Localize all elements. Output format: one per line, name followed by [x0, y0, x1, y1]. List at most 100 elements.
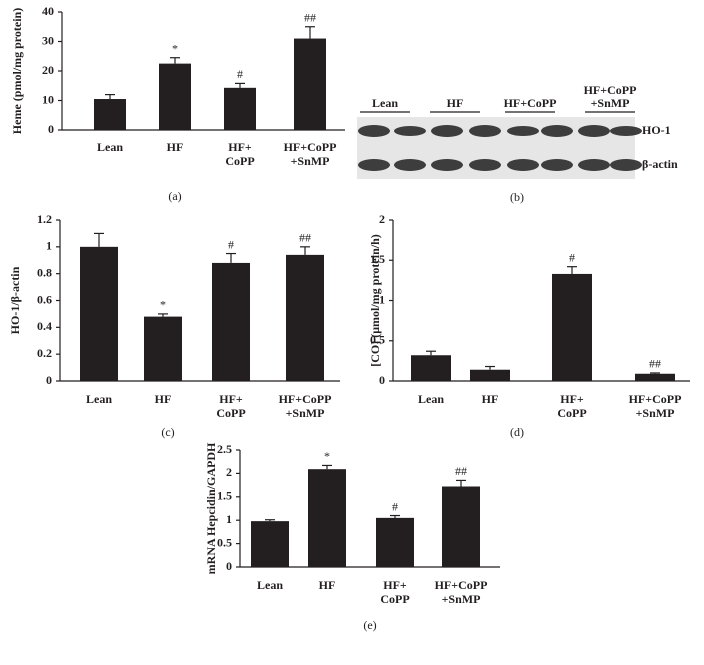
significance-label: *	[160, 298, 166, 312]
bar	[552, 273, 592, 381]
panel-label: (d)	[510, 425, 524, 439]
significance-label: ##	[304, 11, 316, 25]
blot-band	[358, 125, 390, 137]
x-tick-label: +SnMP	[286, 406, 325, 420]
y-tick-label: 0	[379, 373, 385, 387]
x-tick-label: HF	[482, 392, 499, 406]
significance-label: *	[172, 41, 178, 55]
blot-band	[507, 126, 539, 136]
lane-group-label: +SnMP	[591, 96, 630, 110]
bar	[251, 521, 289, 567]
y-tick-label: 1.5	[217, 489, 232, 503]
bar	[411, 355, 451, 381]
y-axis-label: [CO] (μmol/mg protein/h)	[368, 234, 382, 367]
bar	[470, 369, 510, 381]
significance-label: *	[324, 449, 330, 463]
lane-group-label: Lean	[372, 96, 398, 110]
lane-group-label: HF	[447, 96, 464, 110]
y-tick-label: 2	[379, 212, 385, 226]
x-tick-label: Lean	[418, 392, 444, 406]
blot-band	[541, 125, 573, 137]
y-tick-label: 0.4	[37, 319, 52, 333]
blot-band	[610, 126, 642, 136]
x-tick-label: HF+CoPP	[284, 140, 337, 154]
y-tick-label: 20	[42, 63, 54, 77]
blot-band	[507, 159, 539, 171]
y-tick-label: 2	[226, 465, 232, 479]
y-axis-label: mRNA Hepcidin/GAPDH	[204, 442, 218, 574]
significance-label: ##	[455, 464, 467, 478]
x-tick-label: HF+CoPP	[279, 392, 332, 406]
y-tick-label: 30	[42, 33, 54, 47]
y-tick-label: 0.8	[37, 265, 52, 279]
panel-label: (b)	[510, 190, 524, 204]
significance-label: #	[228, 237, 234, 251]
x-tick-label: HF	[167, 140, 184, 154]
x-tick-label: Lean	[257, 578, 283, 592]
panel-label: (c)	[161, 425, 174, 439]
x-tick-label: CoPP	[380, 592, 409, 606]
bar	[212, 262, 250, 381]
y-tick-label: 0	[226, 559, 232, 573]
bar	[442, 486, 480, 567]
bar	[294, 38, 326, 130]
x-tick-label: CoPP	[216, 406, 245, 420]
significance-label: #	[237, 67, 243, 81]
blot-band	[394, 126, 426, 136]
x-tick-label: HF+	[383, 578, 407, 592]
x-tick-label: HF+	[228, 140, 252, 154]
x-tick-label: HF+CoPP	[435, 578, 488, 592]
blot-row-label: HO-1	[642, 123, 671, 137]
bar	[224, 87, 256, 130]
lane-group-label: HF+CoPP	[584, 83, 637, 97]
x-tick-label: CoPP	[225, 154, 254, 168]
y-tick-label: 1	[379, 292, 385, 306]
blot-row-label: β-actin	[642, 157, 678, 171]
blot-band	[431, 125, 463, 137]
x-tick-label: HF	[319, 578, 336, 592]
x-tick-label: +SnMP	[636, 406, 675, 420]
x-tick-label: CoPP	[557, 406, 586, 420]
blot-band	[358, 159, 390, 171]
y-tick-label: 10	[42, 92, 54, 106]
panel-label: (e)	[363, 618, 376, 632]
bar	[94, 99, 126, 130]
y-tick-label: 1.5	[370, 252, 385, 266]
significance-label: ##	[649, 357, 661, 371]
blot-band	[469, 159, 501, 171]
y-tick-label: 0.6	[37, 292, 52, 306]
bar	[286, 254, 324, 381]
blot-band	[610, 159, 642, 171]
y-tick-label: 0	[46, 373, 52, 387]
blot-band	[578, 125, 610, 137]
y-tick-label: 0.5	[370, 333, 385, 347]
bar	[635, 373, 675, 381]
y-axis-label: HO-1/β-actin	[8, 266, 22, 334]
bar	[80, 246, 118, 381]
bar	[144, 316, 182, 381]
y-tick-label: 2.5	[217, 442, 232, 456]
significance-label: ##	[299, 231, 311, 245]
bar	[159, 63, 191, 130]
lane-group-label: HF+CoPP	[504, 96, 557, 110]
panel-label: (a)	[168, 189, 181, 203]
blot-band	[431, 159, 463, 171]
x-tick-label: HF+CoPP	[629, 392, 682, 406]
y-tick-label: 1	[226, 512, 232, 526]
y-axis-label: Heme (pmol/mg protein)	[10, 8, 24, 134]
significance-label: #	[392, 499, 398, 513]
bar	[376, 517, 414, 567]
y-tick-label: 0	[48, 122, 54, 136]
x-tick-label: HF+	[219, 392, 243, 406]
significance-label: #	[569, 250, 575, 264]
bar	[308, 469, 346, 567]
x-tick-label: Lean	[97, 140, 123, 154]
y-tick-label: 40	[42, 4, 54, 18]
y-tick-label: 0.2	[37, 346, 52, 360]
blot-band	[394, 159, 426, 171]
blot-band	[469, 125, 501, 137]
x-tick-label: HF	[155, 392, 172, 406]
x-tick-label: Lean	[86, 392, 112, 406]
blot-band	[541, 159, 573, 171]
